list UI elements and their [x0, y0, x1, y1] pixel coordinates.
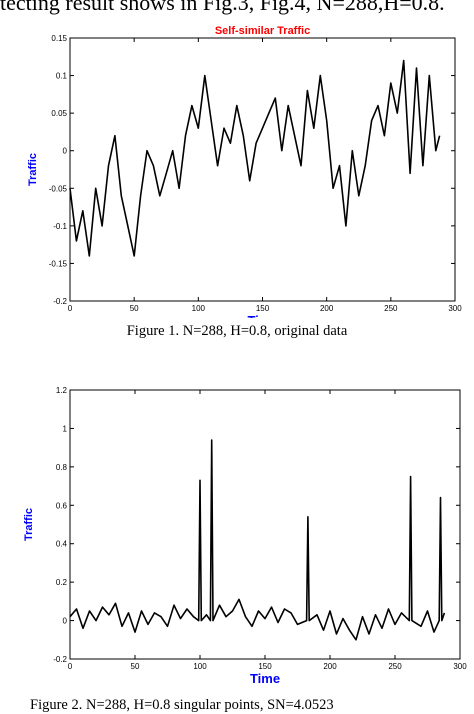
y-tick-label: 0.2 — [56, 578, 68, 587]
y-axis-label: Traffic — [23, 508, 35, 541]
y-tick-label: 0.05 — [51, 109, 67, 118]
series-line — [69, 59, 441, 257]
y-tick-label: 0.6 — [56, 501, 68, 510]
figure-1-caption: Figure 1. N=288, H=0.8, original data — [126, 323, 348, 339]
x-axis-label: Time — [250, 671, 280, 686]
x-tick-label: 300 — [453, 662, 467, 671]
x-tick-label: 0 — [68, 304, 73, 313]
y-tick-label: 0.15 — [51, 34, 67, 43]
y-tick-label: -0.05 — [49, 184, 68, 193]
x-tick-label: 150 — [258, 662, 272, 671]
x-tick-label: 300 — [448, 304, 462, 313]
y-axis-label: Traffic — [27, 153, 39, 186]
chart-title: Self-similar Traffic — [215, 25, 310, 37]
figure-1-chart: 0 50 100 150 200 250 300 -0.2 -0.15 -0.1 -0.05 0 0.0… — [27, 25, 462, 318]
x-tick-label: 50 — [130, 304, 139, 313]
y-tick-label: -0.2 — [53, 655, 67, 664]
y-tick-label: -0.15 — [49, 259, 68, 268]
x-tick-label: 50 — [131, 662, 140, 671]
x-tick-label: 100 — [193, 662, 207, 671]
figure-2-caption: Figure 2. N=288, H=0.8 singular points, … — [30, 697, 334, 713]
x-tick-label: 250 — [384, 304, 398, 313]
x-tick-label: 250 — [388, 662, 402, 671]
figure-2-chart: 0 50 100 150 200 250 300-0.200.20.40.60.811.2T… — [23, 386, 467, 686]
y-tick-label: 0 — [63, 617, 68, 626]
y-tick-label: 1 — [63, 424, 68, 433]
plot-frame — [69, 37, 456, 302]
x-tick-label: 200 — [320, 304, 334, 313]
y-tick-label: 1.2 — [56, 386, 68, 395]
y-tick-label: 0.1 — [56, 72, 68, 81]
x-tick-label: 0 — [68, 662, 73, 671]
y-tick-label: -0.2 — [53, 297, 67, 306]
body-text-line: tecting result shows in Fig.3, Fig.4, N=… — [0, 0, 445, 15]
series-line — [69, 439, 446, 641]
x-tick-label: 150 — [256, 304, 270, 313]
y-tick-label: -0.1 — [53, 222, 67, 231]
y-tick-label: 0.4 — [56, 540, 68, 549]
y-tick-label: 0.8 — [56, 463, 68, 472]
x-axis-label: Time — [247, 313, 277, 318]
x-tick-label: 100 — [192, 304, 206, 313]
y-tick-label: 0 — [63, 147, 68, 156]
x-tick-label: 200 — [323, 662, 337, 671]
